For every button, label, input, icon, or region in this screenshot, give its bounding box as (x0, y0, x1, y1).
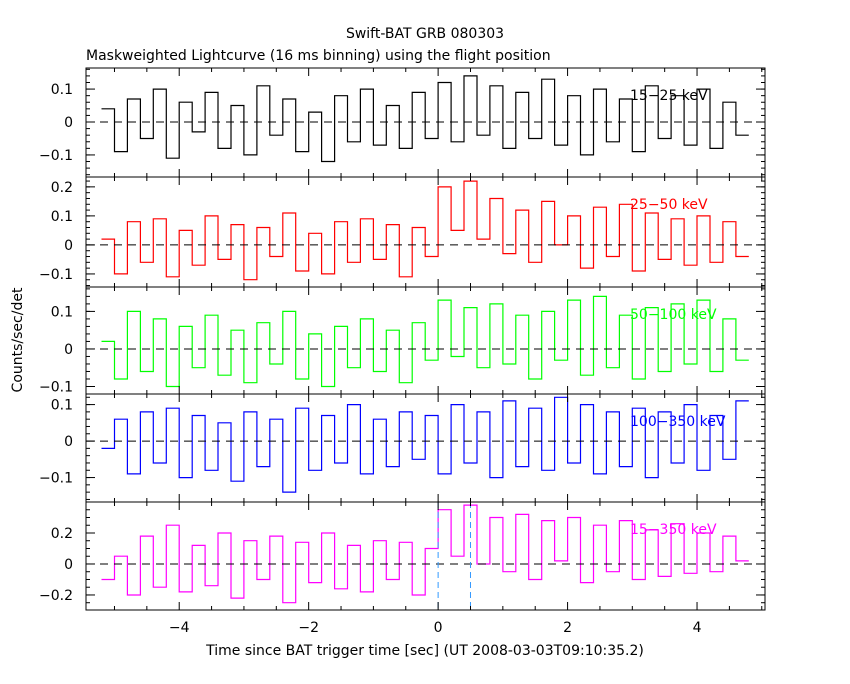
y-axis-label: Counts/sec/det (10, 287, 26, 392)
y-tick-label: 0.2 (51, 180, 73, 196)
chart-title: Swift-BAT GRB 080303 (346, 26, 504, 42)
y-tick-label: 0.2 (51, 526, 73, 542)
series-line-3 (101, 295, 749, 388)
x-axis-label: Time since BAT trigger time [sec] (UT 20… (205, 643, 644, 659)
y-tick-label: 0.1 (51, 209, 73, 225)
y-tick-label: −0.1 (39, 267, 73, 283)
y-tick-label: −0.2 (39, 588, 73, 604)
y-tick-label: 0.1 (51, 82, 73, 98)
panel-1: −0.1 0 0.1 15−25 keV (39, 67, 766, 178)
x-tick-label: −4 (169, 620, 190, 636)
y-tick-label: 0.1 (51, 398, 73, 414)
y-tick-label: 0 (64, 115, 73, 131)
y-tick-label: −0.1 (39, 148, 73, 164)
band-label: 25−50 keV (630, 197, 708, 213)
y-tick-label: 0 (64, 434, 73, 450)
series-line-5 (101, 504, 749, 604)
series-line-2 (101, 180, 749, 281)
chart-subtitle: Maskweighted Lightcurve (16 ms binning) … (86, 48, 551, 64)
y-tick-label: 0 (64, 238, 73, 254)
x-tick-label: 0 (434, 620, 443, 636)
panel-3: −0.1 0 0.1 50−100 keV (39, 286, 766, 395)
x-tick-label: −2 (298, 620, 319, 636)
panel-5: −0.2 0 0.2 15−350 keV (39, 501, 766, 611)
y-tick-label: 0.1 (51, 304, 73, 320)
y-tick-label: 0 (64, 557, 73, 573)
band-label: 15−25 keV (630, 88, 708, 104)
y-tick-label: −0.1 (39, 379, 73, 395)
y-tick-label: 0 (64, 342, 73, 358)
x-tick-label: 2 (563, 620, 572, 636)
band-label: 100−350 keV (630, 414, 726, 430)
series-line-1 (101, 75, 749, 163)
x-tick-label: 4 (693, 620, 702, 636)
y-tick-label: −0.1 (39, 471, 73, 487)
panel-2: −0.1 0 0.1 0.2 25−50 keV (39, 176, 766, 288)
series-line-4 (101, 396, 749, 493)
panel-4: −0.1 0 0.1 100−350 keV (39, 393, 766, 503)
band-label: 50−100 keV (630, 307, 717, 323)
band-label: 15−350 keV (630, 522, 717, 538)
